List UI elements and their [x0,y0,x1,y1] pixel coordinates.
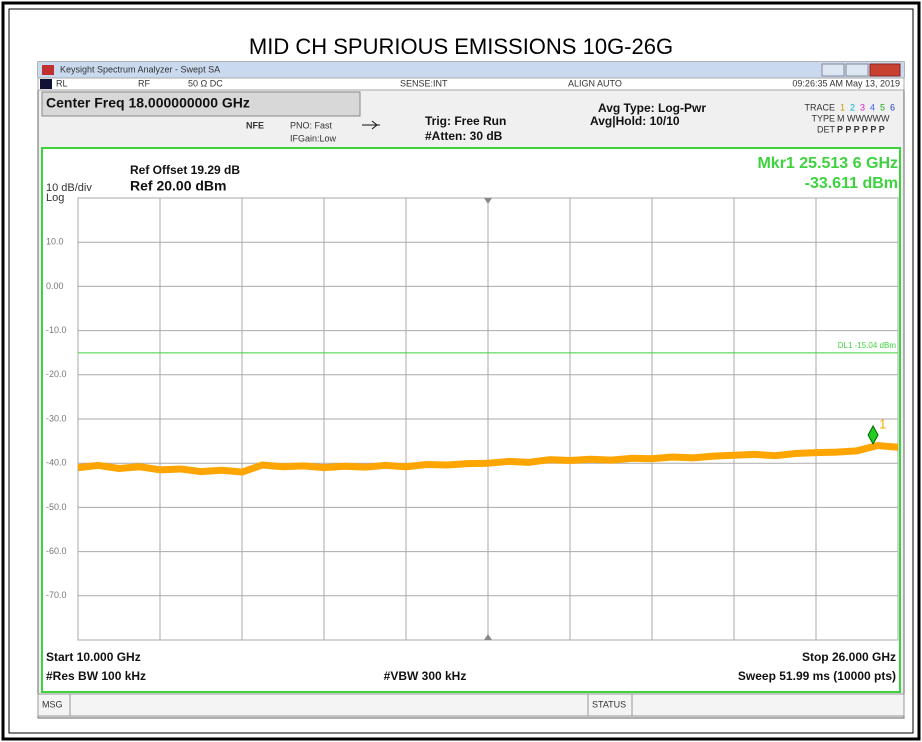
avg-type: Avg Type: Log-Pwr [598,101,706,115]
trace-number: 3 [860,102,865,112]
nfe: NFE [246,120,264,130]
avg-hold: Avg|Hold: 10/10 [590,114,680,128]
scale-type: Log [46,192,64,204]
plot: 10.0 0.00 -10.0 -20.0 -30.0 -40.0 -50.0 -60.0 -7… [46,197,899,641]
det-value: P P P P P P [837,124,885,134]
close-button[interactable] [869,63,901,77]
ifgain: IFGain:Low [290,133,337,143]
trig: Trig: Free Run [425,114,506,128]
rbw: #Res BW 100 kHz [46,669,146,683]
status-sense: SENSE:INT [400,78,448,88]
status-impedance: 50 Ω DC [188,78,223,88]
display-area [41,147,901,693]
y-tick-label: 10.0 [46,237,64,247]
start: Start 10.000 GHz [46,650,141,664]
marker-number: 1 [879,416,886,431]
app-icon [42,65,54,75]
y-tick-label: -70.0 [46,590,67,600]
type-label: TYPE [811,113,835,123]
marker-value: -33.611 dBm [805,175,898,192]
center-freq-box[interactable] [41,91,361,117]
display-line-label: DL1 -15.04 dBm [838,341,897,350]
y-tick-label: -10.0 [46,325,67,335]
status-row [37,77,905,91]
stop: Stop 26.000 GHz [802,650,896,664]
msg: MSG [42,699,63,709]
scale: 10 dB/div [46,182,92,194]
trace-number: 5 [880,102,885,112]
marker [867,424,879,445]
trace-number: 4 [870,102,875,112]
y-tick-label: -60.0 [46,546,67,556]
minimize-button[interactable] [821,63,845,77]
trace-number: 1 [840,102,845,112]
inner-frame [8,8,914,734]
pno: PNO: Fast [290,120,333,130]
ref-offset: Ref Offset 19.29 dB [130,163,240,177]
ref-level: Ref 20.00 dBm [130,178,226,194]
y-tick-label: -30.0 [46,413,67,423]
vbw: #VBW 300 kHz [384,669,467,683]
y-tick-label: 0.00 [46,281,64,291]
window-title: Keysight Spectrum Analyzer - Swept SA [60,64,220,74]
center-freq: Center Freq 18.000000000 GHz [46,95,250,111]
trace-label: TRACE [804,102,835,112]
status-icon [40,79,52,89]
y-tick-label: -50.0 [46,502,67,512]
atten: #Atten: 30 dB [425,129,503,143]
trace-number: 6 [890,102,895,112]
sweep: Sweep 51.99 ms (10000 pts) [738,669,896,683]
status-rf: RF [138,78,150,88]
y-tick-label: -20.0 [46,369,67,379]
marker-freq: Mkr1 25.513 6 GHz [757,155,898,172]
det-label: DET [817,124,836,134]
status: STATUS [592,699,626,709]
page-title: MID CH SPURIOUS EMISSIONS 10G-26G [249,34,673,59]
type-value: M WWWWW [837,113,890,123]
title-bar [38,62,904,78]
status-rl: RL [56,78,68,88]
y-tick-label: -40.0 [46,458,67,468]
trig-arrow [362,120,380,130]
message-bar [37,693,905,717]
status-align: ALIGN AUTO [568,78,622,88]
status-time: 09:26:35 AM May 13, 2019 [792,78,900,88]
maximize-button[interactable] [845,63,869,77]
trace-number: 2 [850,102,855,112]
trace [77,442,899,476]
